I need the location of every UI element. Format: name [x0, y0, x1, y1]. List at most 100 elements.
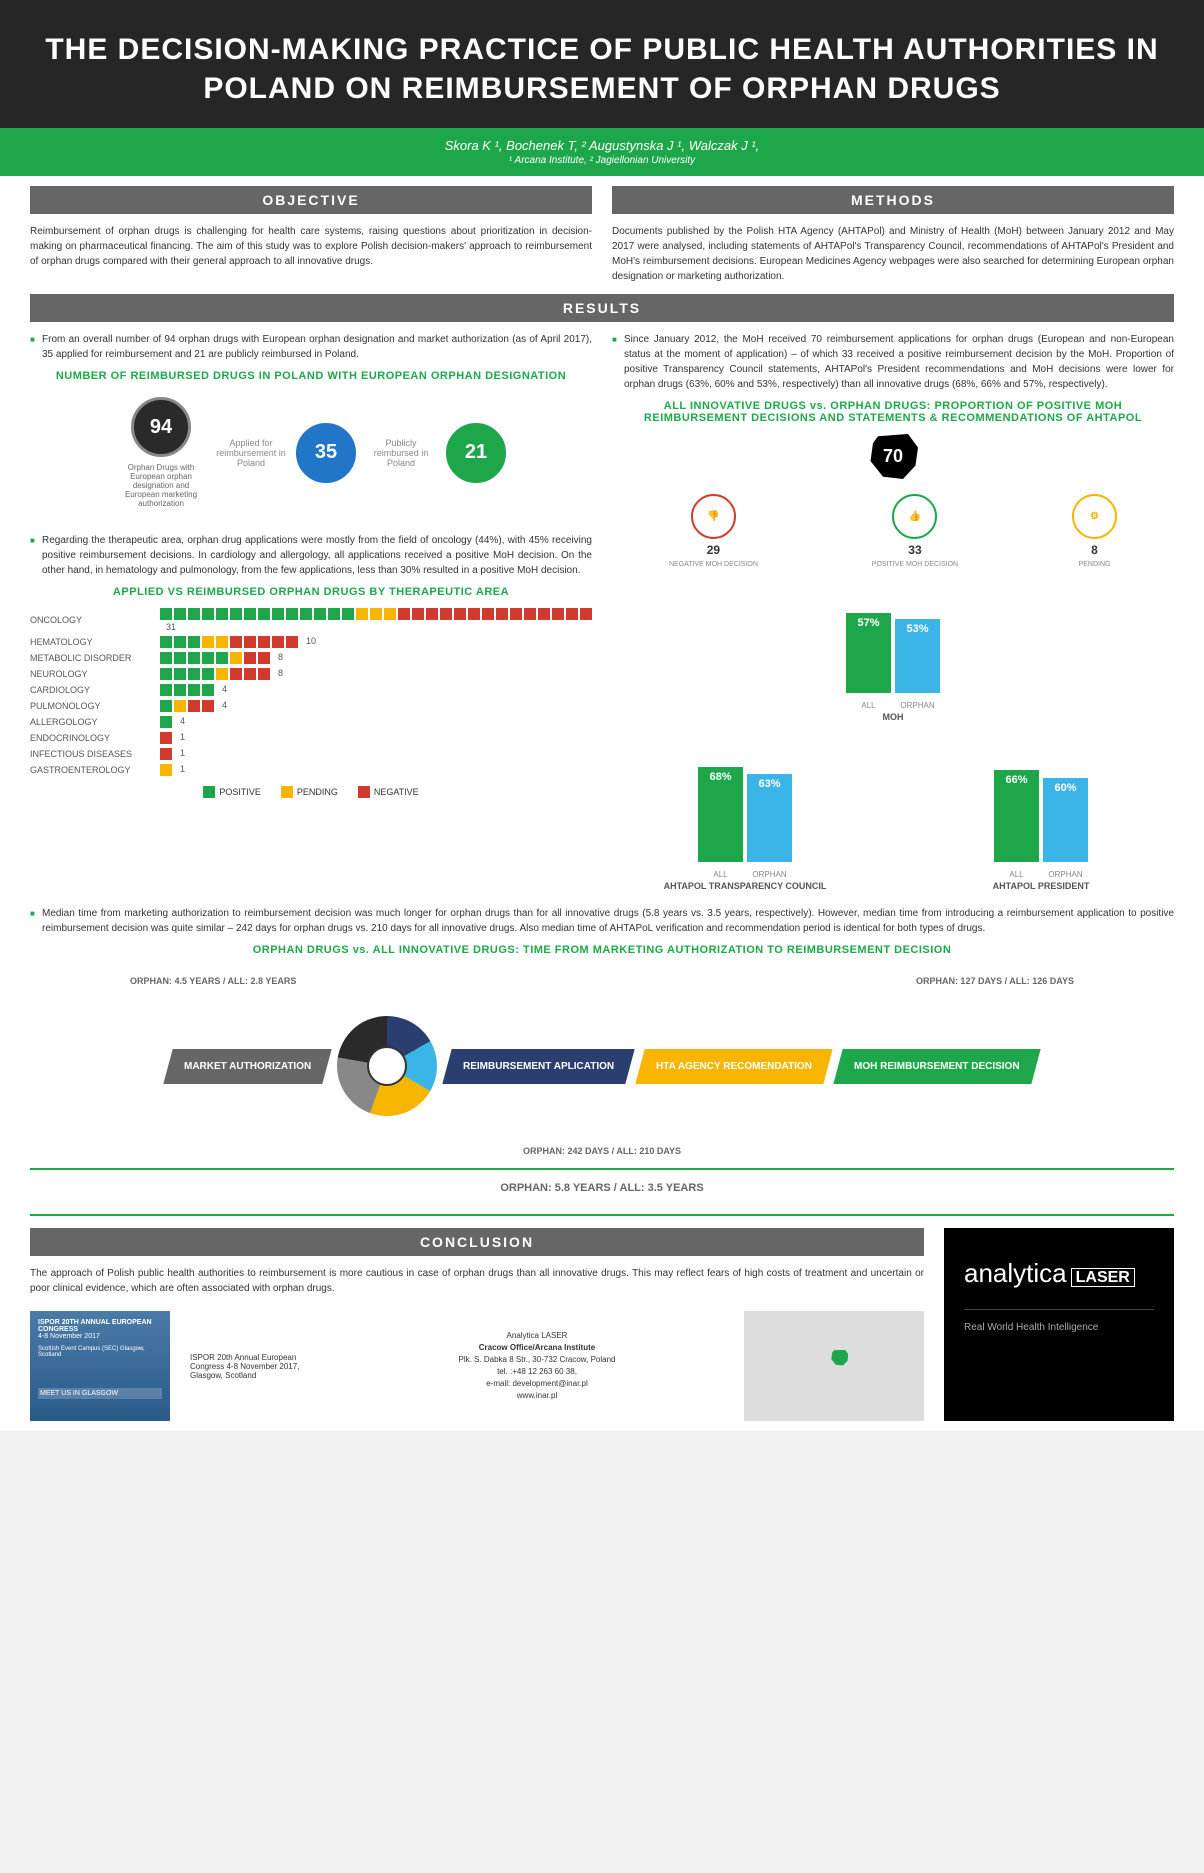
results-bullet-2: Regarding the therapeutic area, orphan d…	[30, 533, 592, 578]
congress-text: ISPOR 20th Annual European Congress 4-8 …	[190, 1353, 330, 1380]
arc-applied: Applied for reimbursement in Poland	[216, 438, 286, 468]
timeline-chart: ORPHAN: 4.5 YEARS / ALL: 2.8 YEARS ORPHA…	[30, 976, 1174, 1194]
decision-negative: 👎 29 NEGATIVE MOH DECISION	[669, 494, 758, 568]
therapeutic-count: 1	[180, 764, 185, 776]
results-bullet-4: Median time from marketing authorization…	[30, 906, 1174, 936]
bar-chart: 66%60%	[908, 752, 1174, 862]
conclusion-header: CONCLUSION	[30, 1228, 924, 1256]
proportion-title: ALL INNOVATIVE DRUGS vs. ORPHAN DRUGS: P…	[612, 400, 1174, 424]
europe-map	[744, 1311, 924, 1421]
timeline-row: MARKET AUTHORIZATION REIMBURSEMENT APLIC…	[30, 986, 1174, 1146]
decision-neg-circle: 👎	[691, 494, 736, 539]
therapeutic-row: PULMONOLOGY 4	[30, 700, 592, 712]
bars-moh: 57%53%ALLORPHANMOH	[612, 583, 1174, 722]
therapeutic-squares: 8	[160, 652, 592, 664]
therapeutic-count: 4	[222, 684, 227, 696]
bars-president: 66%60%ALLORPHANAHTAPOL PRESIDENT	[908, 742, 1174, 891]
therapeutic-row: ONCOLOGY 31	[30, 608, 592, 632]
therapeutic-row: GASTROENTEROLOGY 1	[30, 764, 592, 776]
therapeutic-label: GASTROENTEROLOGY	[30, 765, 160, 775]
bars-bottom-row: 68%63%ALLORPHANAHTAPOL TRANSPARENCY COUN…	[612, 742, 1174, 891]
therapeutic-row: NEUROLOGY 8	[30, 668, 592, 680]
decision-positive: 👍 33 POSITIVE MOH DECISION	[872, 494, 958, 568]
circle-94: 94	[131, 397, 191, 457]
footer-row: ISPOR 20TH ANNUAL EUROPEAN CONGRESS 4-8 …	[30, 1311, 924, 1421]
poster-container: THE DECISION-MAKING PRACTICE OF PUBLIC H…	[0, 0, 1204, 1431]
map-poland-highlight	[830, 1350, 848, 1366]
therapeutic-label: PULMONOLOGY	[30, 701, 160, 711]
therapeutic-label: ALLERGOLOGY	[30, 717, 160, 727]
poster-title: THE DECISION-MAKING PRACTICE OF PUBLIC H…	[40, 30, 1164, 108]
results-bullet-3: Since January 2012, the MoH received 70 …	[612, 332, 1174, 392]
conclusion-text: The approach of Polish public health aut…	[30, 1266, 924, 1296]
content-area: OBJECTIVE Reimbursement of orphan drugs …	[0, 176, 1204, 1431]
timeline-annot-total: ORPHAN: 5.8 YEARS / ALL: 3.5 YEARS	[30, 1182, 1174, 1194]
timeline-annot-bottom: ORPHAN: 242 DAYS / ALL: 210 DAYS	[30, 1146, 1174, 1156]
timeline-box-moh: MOH REIMBURSEMENT DECISION	[834, 1049, 1041, 1084]
objective-col: OBJECTIVE Reimbursement of orphan drugs …	[30, 186, 592, 294]
therapeutic-label: METABOLIC DISORDER	[30, 653, 160, 663]
obj-methods-row: OBJECTIVE Reimbursement of orphan drugs …	[30, 186, 1174, 294]
decision-pos-circle: 👍	[892, 494, 937, 539]
therapeutic-squares: 4	[160, 716, 592, 728]
poland-shape: 70	[868, 434, 918, 479]
therapeutic-count: 1	[180, 748, 185, 760]
ispor-card: ISPOR 20TH ANNUAL EUROPEAN CONGRESS 4-8 …	[30, 1311, 170, 1421]
therapeutic-label: INFECTIOUS DISEASES	[30, 749, 160, 759]
conclusion-row: CONCLUSION The approach of Polish public…	[30, 1228, 1174, 1421]
therapeutic-count: 10	[306, 636, 316, 648]
circles-chart: 94 Orphan Drugs with European orphan des…	[30, 397, 592, 508]
methods-col: METHODS Documents published by the Polis…	[612, 186, 1174, 294]
legend-pending: PENDING	[281, 786, 338, 798]
post-timeline-divider	[30, 1214, 1174, 1216]
analytica-logo-box: analyticaLASER Real World Health Intelli…	[944, 1228, 1174, 1421]
therapeutic-squares: 8	[160, 668, 592, 680]
therapeutic-count: 1	[180, 732, 185, 744]
therapeutic-count: 31	[166, 622, 176, 632]
circle-35: 35	[296, 423, 356, 483]
therapeutic-squares: 31	[160, 608, 592, 632]
therapeutic-row: METABOLIC DISORDER 8	[30, 652, 592, 664]
therapeutic-row: HEMATOLOGY 10	[30, 636, 592, 648]
timeline-divider	[30, 1168, 1174, 1170]
timeline-title: ORPHAN DRUGS vs. ALL INNOVATIVE DRUGS: T…	[30, 944, 1174, 956]
legend-positive: POSITIVE	[203, 786, 261, 798]
footer-contact: Analytica LASER Cracow Office/Arcana Ins…	[350, 1330, 724, 1402]
author-bar: Skora K ¹, Bochenek T, ² Augustynska J ¹…	[0, 128, 1204, 176]
logo-tagline: Real World Health Intelligence	[964, 1309, 1154, 1333]
bar-chart: 68%63%	[612, 752, 878, 862]
timeline-box-reimb: REIMBURSEMENT APLICATION	[443, 1049, 635, 1084]
arc-reimbursed: Publicly reimbursed in Poland	[366, 438, 436, 468]
therapeutic-label: NEUROLOGY	[30, 669, 160, 679]
poster-header: THE DECISION-MAKING PRACTICE OF PUBLIC H…	[0, 0, 1204, 128]
circles-chart-title: NUMBER OF REIMBURSED DRUGS IN POLAND WIT…	[30, 370, 592, 382]
therapeutic-count: 8	[278, 668, 283, 680]
objective-header: OBJECTIVE	[30, 186, 592, 214]
therapeutic-label: CARDIOLOGY	[30, 685, 160, 695]
therapeutic-squares: 1	[160, 732, 592, 744]
legend-negative: NEGATIVE	[358, 786, 419, 798]
affiliations-line: ¹ Arcana Institute, ² Jagiellonian Unive…	[40, 155, 1164, 166]
methods-header: METHODS	[612, 186, 1174, 214]
timeline-box-hta: HTA AGENCY RECOMENDATION	[636, 1049, 833, 1084]
methods-text: Documents published by the Polish HTA Ag…	[612, 224, 1174, 284]
therapeutic-squares: 10	[160, 636, 592, 648]
timeline-box-market: MARKET AUTHORIZATION	[163, 1049, 332, 1084]
therapeutic-label: HEMATOLOGY	[30, 637, 160, 647]
therapeutic-count: 4	[180, 716, 185, 728]
bars-council: 68%63%ALLORPHANAHTAPOL TRANSPARENCY COUN…	[612, 742, 878, 891]
poland-icon-wrap: 70	[612, 434, 1174, 479]
timeline-annot-tl: ORPHAN: 4.5 YEARS / ALL: 2.8 YEARS	[130, 976, 296, 986]
results-header: RESULTS	[30, 294, 1174, 322]
therapeutic-row: ENDOCRINOLOGY1	[30, 732, 592, 744]
therapeutic-squares: 1	[160, 748, 592, 760]
therapeutic-squares: 1	[160, 764, 592, 776]
therapeutic-count: 4	[222, 700, 227, 712]
therapeutic-count: 8	[278, 652, 283, 664]
therapeutic-row: ALLERGOLOGY 4	[30, 716, 592, 728]
therapeutic-label: ONCOLOGY	[30, 615, 160, 625]
decision-row: 👎 29 NEGATIVE MOH DECISION 👍 33 POSITIVE…	[612, 494, 1174, 568]
results-bullet-1: From an overall number of 94 orphan drug…	[30, 332, 592, 362]
therapeutic-row: CARDIOLOGY 4	[30, 684, 592, 696]
results-right: Since January 2012, the MoH received 70 …	[612, 332, 1174, 891]
